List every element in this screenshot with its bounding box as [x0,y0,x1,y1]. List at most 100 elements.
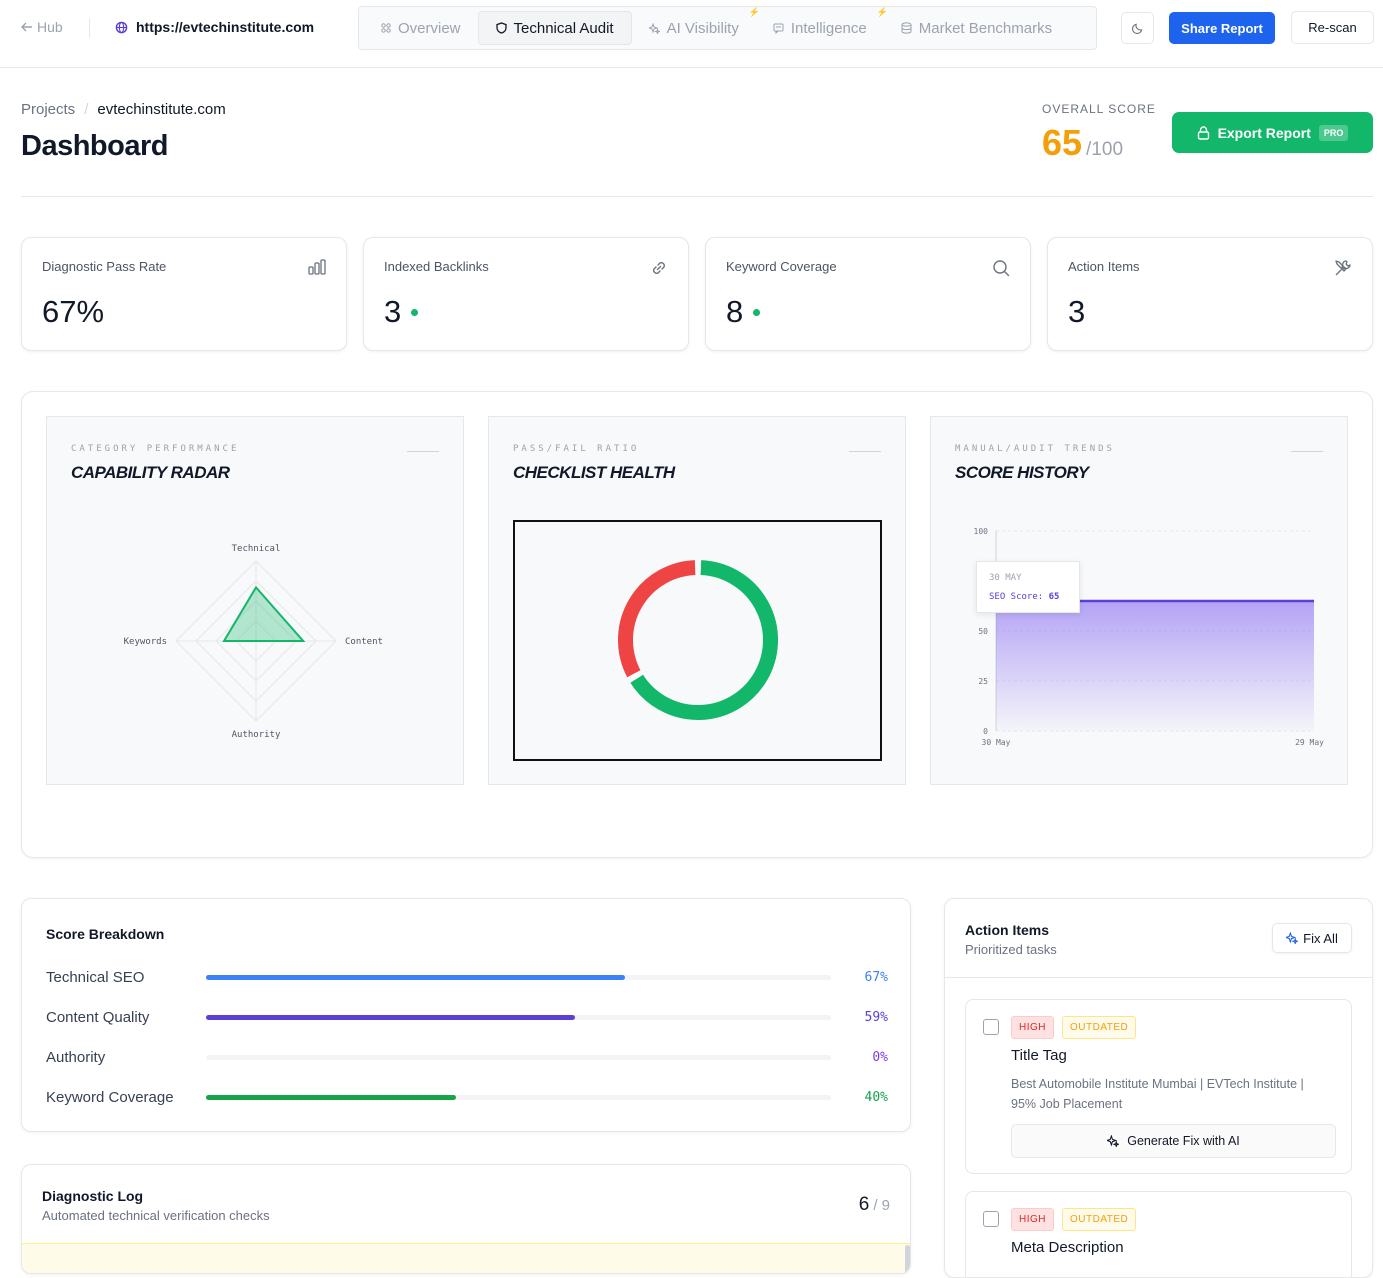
panel-title: CAPABILITY RADAR [71,463,230,482]
status-dot [753,308,761,316]
globe-icon [115,21,128,33]
progress-fill [206,1015,575,1020]
divider [945,977,1372,978]
status-dot [411,308,419,316]
area-fill [996,601,1314,731]
stat-card-action-items: Action Items 3 [1047,237,1373,351]
action-items-card: Action Items Prioritized tasks Fix All H… [944,898,1373,1278]
row-name: Keyword Coverage [46,1089,174,1106]
lock-icon [1197,125,1209,140]
tab-technical-audit[interactable]: Technical Audit [477,11,632,45]
tab-ai-visibility[interactable]: AI Visibility ⚡ [632,7,760,45]
pass-count-value: 6 [858,1194,870,1215]
tab-overview[interactable]: Overview [364,11,478,45]
action-checkbox[interactable] [983,1019,999,1035]
action-title: Meta Description [1011,1239,1124,1256]
hub-link[interactable]: Hub [21,19,63,35]
panel-title: SCORE HISTORY [955,463,1089,482]
breakdown-row: Technical SEO 67% [46,969,888,989]
stat-card-keyword-coverage: Keyword Coverage 8 [705,237,1031,351]
tooltip-label: SEO Score: [989,592,1044,602]
tab-label: Market Benchmarks [918,19,1053,37]
action-item: HIGH OUTDATED Meta Description [965,1191,1352,1277]
row-percent: 40% [864,1090,888,1105]
stat-label: Diagnostic Pass Rate [42,259,167,274]
tab-market-benchmarks[interactable]: Market Benchmarks [884,11,1069,45]
stat-label: Indexed Backlinks [384,259,489,274]
overall-score-value: 65 [1042,122,1083,163]
stat-value-text: 67% [42,294,105,329]
donut-chart [618,560,778,720]
breakdown-row: Authority 0% [46,1049,888,1069]
card-subtitle: Prioritized tasks [965,942,1057,957]
tab-label: AI Visibility [666,19,739,37]
stat-value-text: 8 [726,294,744,329]
tooltip-value: 65 [1048,592,1060,602]
divider [21,196,1373,197]
search-icon [993,260,1010,277]
theme-toggle-button[interactable] [1121,12,1154,44]
export-label: Export Report [1217,124,1311,141]
shield-icon [495,22,507,34]
stat-label: Action Items [1068,259,1140,274]
sparkle-icon [648,22,660,34]
tab-intelligence[interactable]: Intelligence ⚡ [756,7,888,45]
status-badge: OUTDATED [1062,1016,1137,1039]
score-history-panel: MANUAL/AUDIT TRENDS SCORE HISTORY 0 25 50 1… [930,416,1348,785]
overall-score-label: OVERALL SCORE [1042,102,1156,116]
pro-badge: PRO [1318,124,1349,141]
stat-value: 3 [384,294,419,330]
y-tick-label: 25 [978,677,988,686]
export-report-button[interactable]: Export Report PRO [1172,112,1373,153]
new-sparkle-icon: ⚡ [876,7,888,17]
pass-count-total: / 9 [873,1197,890,1214]
generate-fix-button[interactable]: Generate Fix with AI [1011,1124,1336,1158]
sparkle-icon [1286,932,1299,944]
breakdown-row: Keyword Coverage 40% [46,1089,888,1109]
share-report-button[interactable]: Share Report [1169,12,1275,44]
y-tick-label: 0 [983,727,988,736]
panel-rule [1291,451,1323,452]
stat-label: Keyword Coverage [726,259,837,274]
stat-value: 8 [726,294,761,330]
y-tick-label: 50 [978,627,988,636]
breadcrumb: Projects / evtechinstitute.com [21,101,226,118]
card-title: Score Breakdown [46,926,165,942]
card-title: Action Items [965,922,1050,938]
donut-slice [630,560,778,720]
panel-rule [407,451,439,452]
breadcrumb-projects[interactable]: Projects [21,101,76,118]
chat-icon [773,23,784,34]
link-icon [653,262,665,274]
bar-chart-icon [308,259,326,275]
action-checkbox[interactable] [983,1211,999,1227]
row-name: Authority [46,1049,106,1066]
panel-kicker: PASS/FAIL RATIO [513,444,640,454]
stat-card-backlinks: Indexed Backlinks 3 [363,237,689,351]
row-percent: 59% [864,1010,888,1025]
pass-count: 6 / 9 [859,1194,890,1216]
rescan-button[interactable]: Re-scan [1291,11,1374,44]
nav-tabs: Overview Technical Audit AI Visibility ⚡… [358,6,1097,50]
generate-fix-label: Generate Fix with AI [1127,1134,1240,1148]
fix-all-button[interactable]: Fix All [1272,923,1352,953]
page-title: Dashboard [21,130,168,162]
stat-value: 3 [1068,294,1085,330]
radar-axis-label: Content [345,637,383,647]
diagnostic-log-card: Diagnostic Log Automated technical verif… [21,1164,911,1274]
log-row[interactable] [22,1243,910,1273]
row-name: Technical SEO [46,969,145,986]
donut-slice [618,560,696,678]
moon-icon [1131,23,1143,34]
tab-label: Intelligence [790,19,867,37]
fix-all-label: Fix All [1303,930,1338,946]
stat-value-text: 3 [384,294,402,329]
action-item: HIGH OUTDATED Title Tag Best Automobile … [965,999,1352,1174]
grid-icon [381,23,391,33]
overall-score: 65 /100 [1042,122,1123,164]
scrollbar[interactable] [905,1245,910,1273]
progress-fill [206,975,625,980]
badges: HIGH OUTDATED [1011,1208,1137,1231]
tools-icon [1335,260,1351,276]
progress-track [206,975,831,980]
